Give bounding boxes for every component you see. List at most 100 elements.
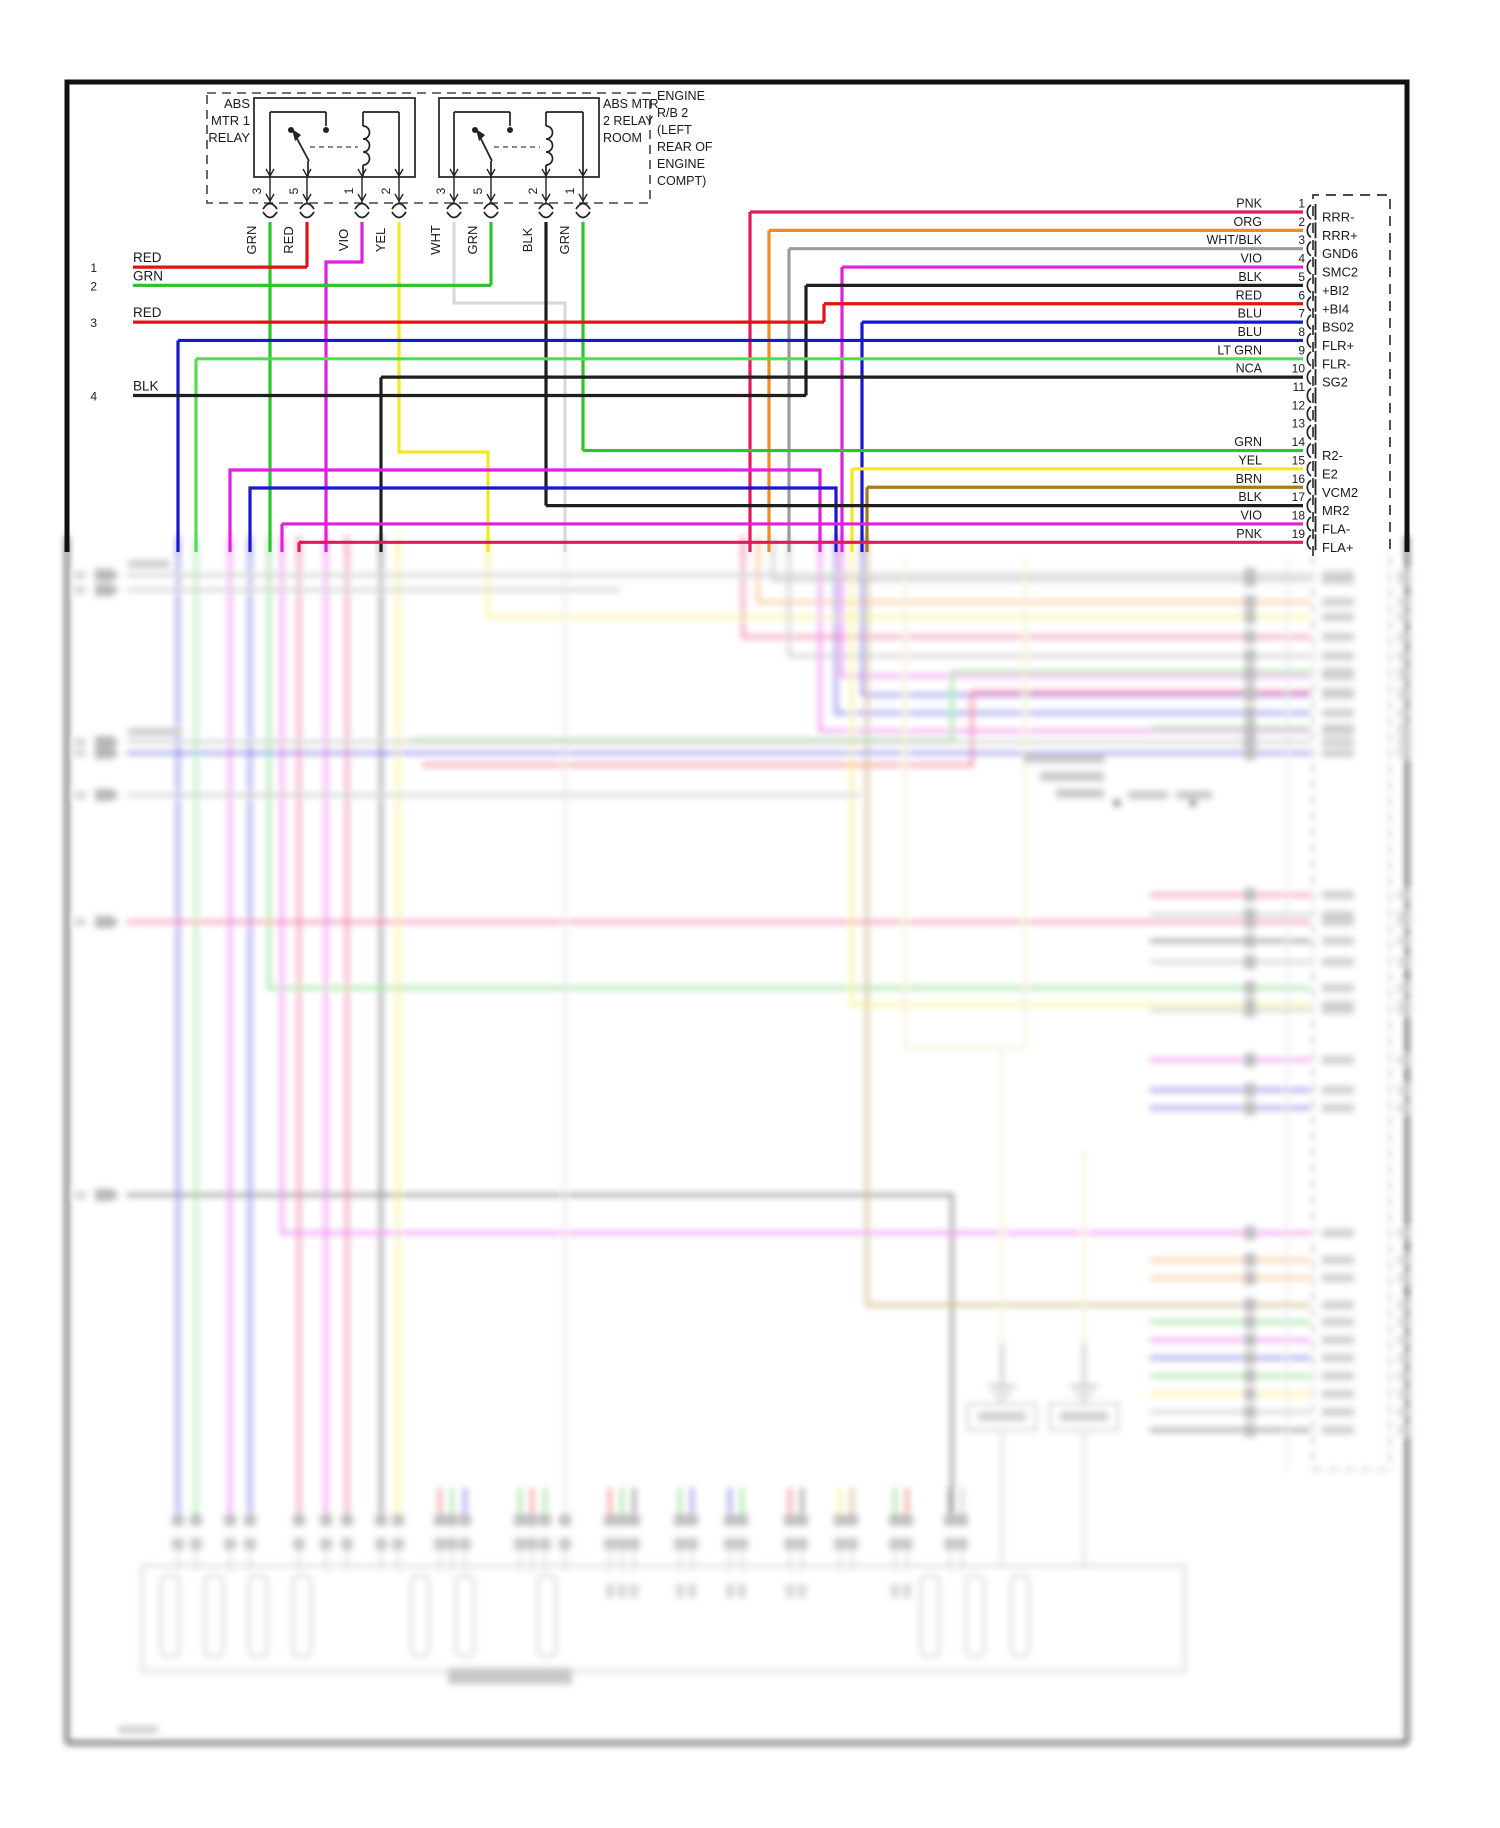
blurred-text-blob [606,1584,614,1598]
wire-color-label: BRN [1236,472,1262,486]
relay-pin-number: 1 [563,187,577,194]
ecu-pin-number: 18 [1292,508,1306,522]
ecu-terminal-label: R2- [1322,448,1343,463]
blurred-text-blob [1398,723,1411,733]
blurred-text-blob [74,1191,86,1199]
blurred-text-blob [1398,1085,1411,1095]
ecu-pin-number: 5 [1298,270,1305,284]
blurred-wire [267,536,1310,990]
connector-housing [204,1575,224,1657]
blurred-text-blob [1322,984,1354,992]
relay2-arm-arrow-icon [476,129,485,141]
ecu-pin-number: 3 [1298,233,1305,247]
left-connector-icon [95,736,119,748]
arrow-down-icon [394,168,404,178]
blurred-text-blob [1398,612,1411,622]
ecu-pin-number: 17 [1292,490,1306,504]
ecu-pin-number: 15 [1292,453,1306,467]
blurred-text-blob [341,1514,353,1526]
blurred-text-blob [1244,685,1256,699]
blurred-text-blob [796,1514,808,1526]
blurred-text-blob [738,1584,746,1598]
relay-pin-1-5: 5 RED [281,168,315,254]
relay-pin-1-1: 1 VIO [336,168,370,251]
ecu-terminal-label: +BI4 [1322,301,1349,316]
ecu-connector-dashed-box [1312,194,1391,556]
terminal-socket-icon [1306,369,1312,385]
blurred-text-blob [1244,746,1256,760]
blurred-text-blob [1322,1372,1354,1380]
sharp-upper-diagram: ABS MTR 1 RELAY ABS MTR 2 RELAY ROOM ENG… [64,79,1410,556]
blurred-text-blob [1322,738,1354,746]
blurred-text-blob [1398,983,1411,993]
bottom-component-box [141,1565,1186,1672]
ecu-pin-row-8: BLU 8 FLR+ [178,325,1354,353]
blurred-text-blob [1398,748,1411,758]
ecu-pin-row-15: YEL 15 E2 [852,453,1338,481]
page-border-blurred [64,536,1410,1746]
terminal-socket-icon [1306,479,1312,495]
relay2-coil-icon [545,125,554,166]
ecu-pin-number: 9 [1298,343,1305,357]
blurred-text-blob [1398,910,1411,920]
terminal-socket-icon [1306,497,1312,514]
arrow-down-icon [265,168,275,178]
terminal-pin-icon [575,211,591,219]
ecu-pin-row-3: WHT/BLK 3 GND6 [789,233,1358,261]
blurred-wire [903,560,1086,1342]
terminal-socket-icon [1306,277,1312,294]
arrow-down-icon [302,193,312,203]
relay1-contact-dot [323,127,329,133]
blurred-text-blob [1244,1253,1256,1267]
terminal-pin-icon [483,211,499,219]
left-connector-icon [95,584,119,596]
blurred-text-blob [446,1538,458,1550]
relay1-coil-icon [362,125,371,166]
ecu-terminal-label: FLA- [1322,521,1350,536]
blurred-text-blob [1322,652,1354,660]
blurred-text-blob [1244,908,1256,922]
blurred-text-blob [889,1514,901,1526]
terminal-pin-icon [446,211,462,219]
left-wire-number: 4 [90,390,97,404]
blurred-text-blob [1244,1083,1256,1097]
blurred-text-blob [375,1514,387,1526]
blurred-wire [127,1193,954,1516]
wire-color-label: RED [281,226,296,253]
ecu-terminal-label: VCM2 [1322,485,1358,500]
blurred-text-blob [1244,1003,1256,1017]
arrow-down-icon [541,168,551,178]
ecu-pin-row-18: VIO 18 FLA- [282,508,1350,536]
ecu-pin-row-19: PNK 19 FLA+ [299,527,1353,555]
blurred-text-blob [1244,1423,1256,1437]
relay-location-label: COMPT) [657,174,706,188]
wire-color-label: BLU [1238,325,1262,339]
blurred-text-blob [1398,1353,1411,1363]
relay-location-label: REAR OF [657,140,713,154]
blurred-text-blob [526,1538,538,1550]
wire-color-label: BLU [1238,307,1262,321]
wire-color-label: RED [133,305,162,320]
blurred-text-blob [736,1514,748,1526]
terminal-socket-icon [1306,241,1312,257]
connector-housing [248,1575,268,1657]
blurred-text-blob [1322,1104,1354,1112]
terminal-socket-icon [1306,204,1312,220]
blurred-text-blob [1322,1390,1354,1398]
relay-abs-mtr-1 [253,97,416,178]
blurred-text-blob [392,1514,404,1526]
terminal-socket-icon [1306,351,1312,367]
ecu-terminal-label: +BI2 [1322,283,1349,298]
ecu-pin-row-17: BLK 17 MR2 [546,490,1349,518]
blurred-text-blob [1398,708,1411,718]
blurred-text-blob [978,1412,1026,1421]
blurred-text-blob [846,1538,858,1550]
ecu-dashed-continuation [1312,556,1391,1471]
blurred-text-blob [1322,891,1354,899]
ecu-pin-number: 2 [1298,215,1305,229]
page-border [64,79,1410,552]
arrow-down-icon [578,193,588,203]
ecu-terminal-label: RRR- [1322,210,1355,225]
relay-pin-number: 3 [434,187,448,194]
